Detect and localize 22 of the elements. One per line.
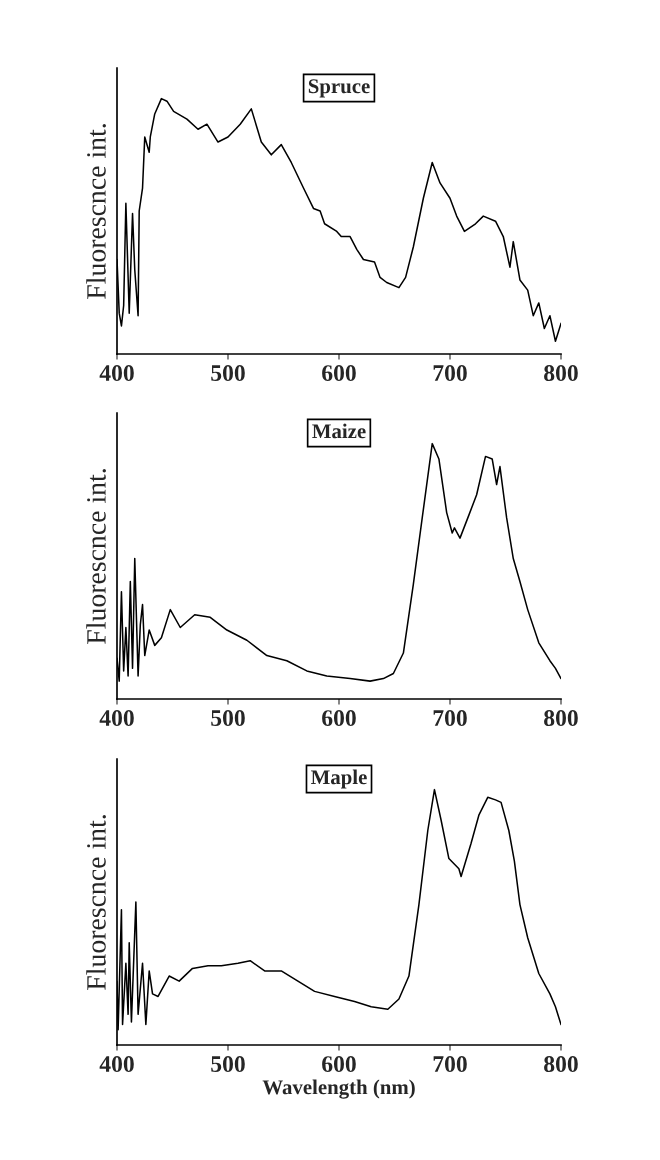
x-tick-label: 400 <box>99 365 134 382</box>
x-tick-label: 600 <box>322 1056 356 1073</box>
x-tick-label: 400 <box>99 710 134 727</box>
y-axis-title: Fluorescnce int. <box>86 815 106 990</box>
x-tick-label: 600 <box>322 365 356 382</box>
x-tick-label: 700 <box>433 365 467 382</box>
chart-title: Maple <box>311 769 367 789</box>
x-tick-label: 700 <box>433 710 467 727</box>
x-tick-label: 800 <box>544 1056 578 1073</box>
x-tick-label: 500 <box>211 1056 245 1073</box>
x-tick-label: 700 <box>433 1056 467 1073</box>
x-tick-label: 500 <box>211 710 245 727</box>
y-axis-title: Fluorescnce int. <box>86 124 106 299</box>
x-tick-label: 800 <box>544 710 578 727</box>
x-axis-title: Wavelength (nm) <box>262 1079 415 1099</box>
chart-title: Maize <box>312 423 366 439</box>
x-tick-label: 600 <box>322 710 356 727</box>
x-tick-label: 800 <box>544 365 578 382</box>
chart-title: Spruce <box>308 79 370 98</box>
x-tick-label: 500 <box>211 365 245 382</box>
y-axis-title: Fluorescnce int. <box>86 469 106 644</box>
x-tick-label: 400 <box>99 1056 134 1073</box>
